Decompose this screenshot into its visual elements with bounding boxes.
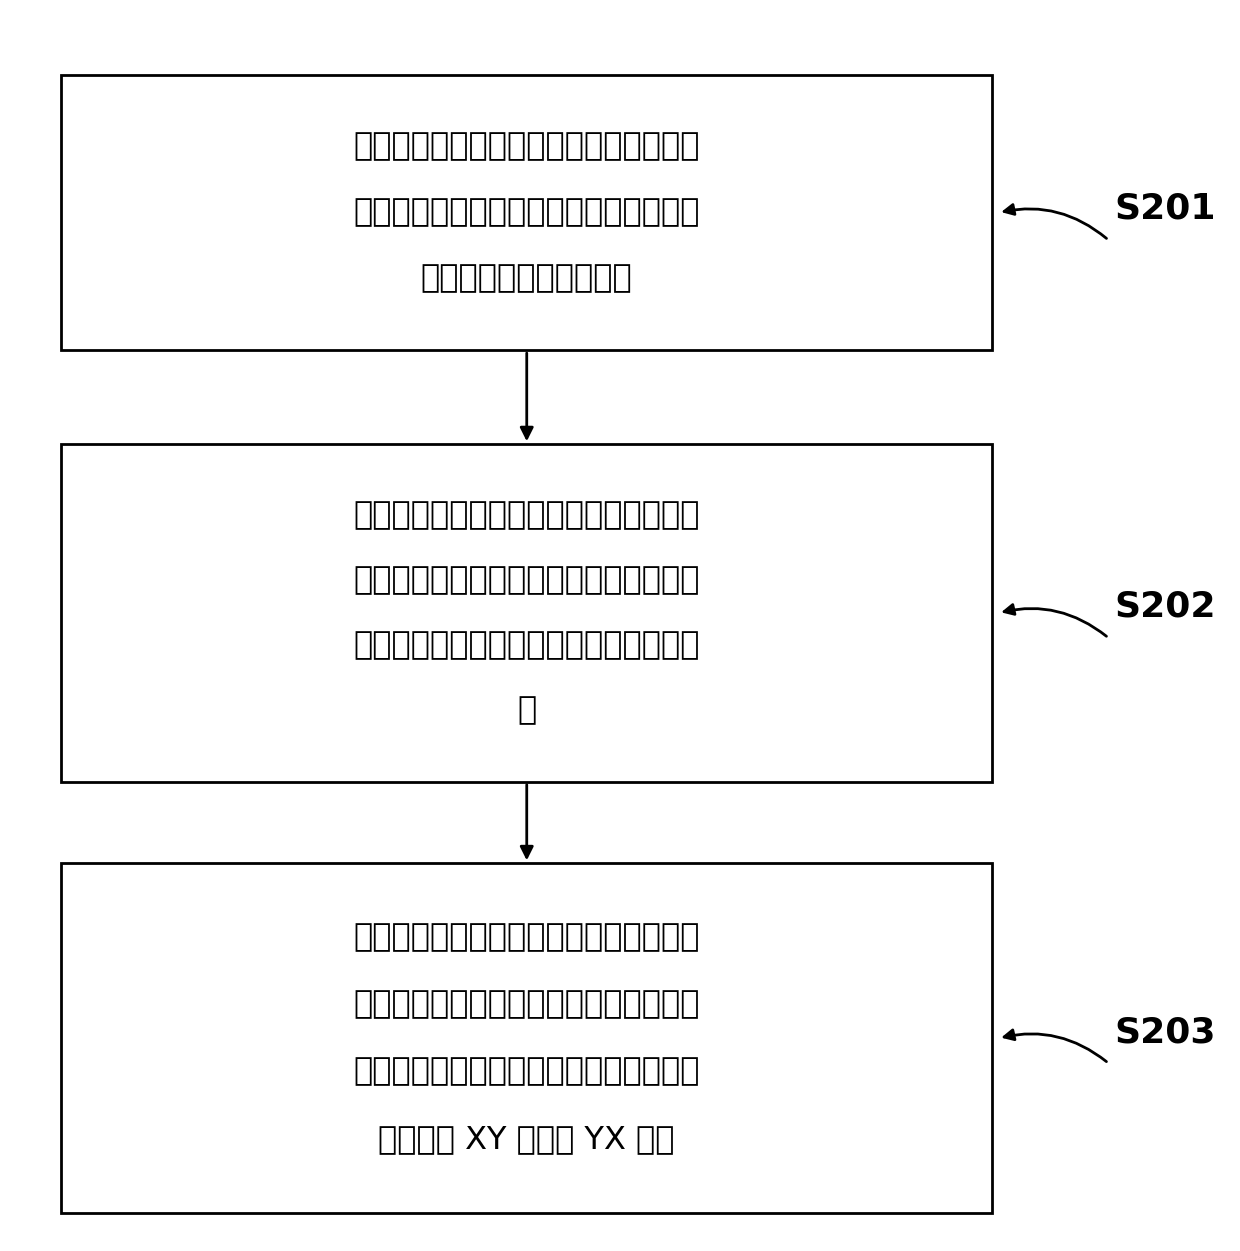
Text: 一组，并在每一组之间采用自适应路由、: 一组，并在每一组之间采用自适应路由、 <box>353 1057 701 1087</box>
Text: S201: S201 <box>1115 191 1216 226</box>
Text: 组间采用 XY 路由或 YX 路由: 组间采用 XY 路由或 YX 路由 <box>378 1123 675 1155</box>
FancyBboxPatch shape <box>61 75 992 350</box>
Text: S202: S202 <box>1115 589 1216 624</box>
Text: 列: 列 <box>517 694 537 726</box>
Text: 将所述控制器节点和数据处理节点作为一: 将所述控制器节点和数据处理节点作为一 <box>353 922 701 953</box>
Text: 组，所述数据交换节点和设备节点作为另: 组，所述数据交换节点和设备节点作为另 <box>353 990 701 1020</box>
FancyBboxPatch shape <box>61 444 992 782</box>
Text: 根据片上网络中节点的功能特点，将所述: 根据片上网络中节点的功能特点，将所述 <box>353 131 701 163</box>
Text: 节点分成控制器节点、数据处理节点、数: 节点分成控制器节点、数据处理节点、数 <box>353 198 701 228</box>
Text: 从所述片上网络的中央位置逐层向外围排: 从所述片上网络的中央位置逐层向外围排 <box>353 631 701 661</box>
Text: 根据所述控制器节点、数据处理节点、数: 根据所述控制器节点、数据处理节点、数 <box>353 500 701 532</box>
Text: 据交换节点以及设备节点: 据交换节点以及设备节点 <box>420 263 632 294</box>
Text: 据交换节点、设备节点的顺序将所述节点: 据交换节点、设备节点的顺序将所述节点 <box>353 565 701 595</box>
Text: S203: S203 <box>1115 1015 1216 1050</box>
FancyBboxPatch shape <box>61 863 992 1213</box>
